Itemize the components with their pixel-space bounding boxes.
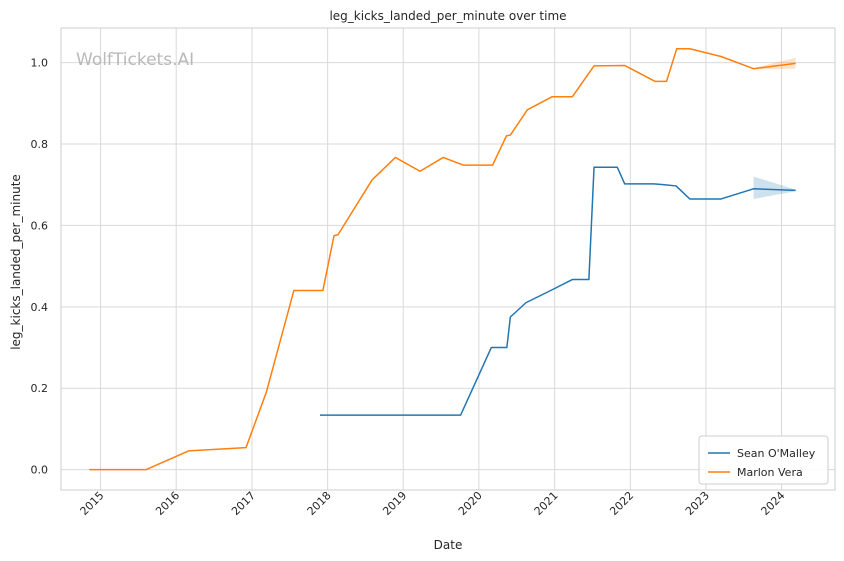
legend-box [698,435,829,485]
chart-title: leg_kicks_landed_per_minute over time [329,9,566,23]
y-tick-label-0-4: 0.4 [31,301,49,314]
series-line-marlon-vera [89,48,796,471]
legend-label-sean-omalley: Sean O'Malley [737,447,816,460]
legend: Sean O'Malley Marlon Vera [698,435,829,485]
y-tick-labels: 0.0 0.2 0.4 0.6 0.8 1.0 [31,57,49,477]
legend-label-marlon-vera: Marlon Vera [737,466,803,479]
series-lines [89,48,796,471]
y-tick-label-1-0: 1.0 [31,57,49,70]
y-axis-label: leg_kicks_landed_per_minute [9,174,23,350]
y-tick-label-0-8: 0.8 [31,138,49,151]
x-axis-label: Date [434,538,463,552]
confidence-bands [753,57,796,199]
series-line-sean-o-malley [319,166,796,416]
y-tick-label-0-6: 0.6 [31,219,49,232]
plot-frame [60,27,836,491]
confidence-band-marlon-vera [753,57,796,70]
y-tick-label-0-2: 0.2 [31,382,49,395]
confidence-band-sean-o-malley [753,176,796,199]
watermark: WolfTickets.AI [76,50,194,70]
y-tick-label-0-0: 0.0 [31,464,49,477]
